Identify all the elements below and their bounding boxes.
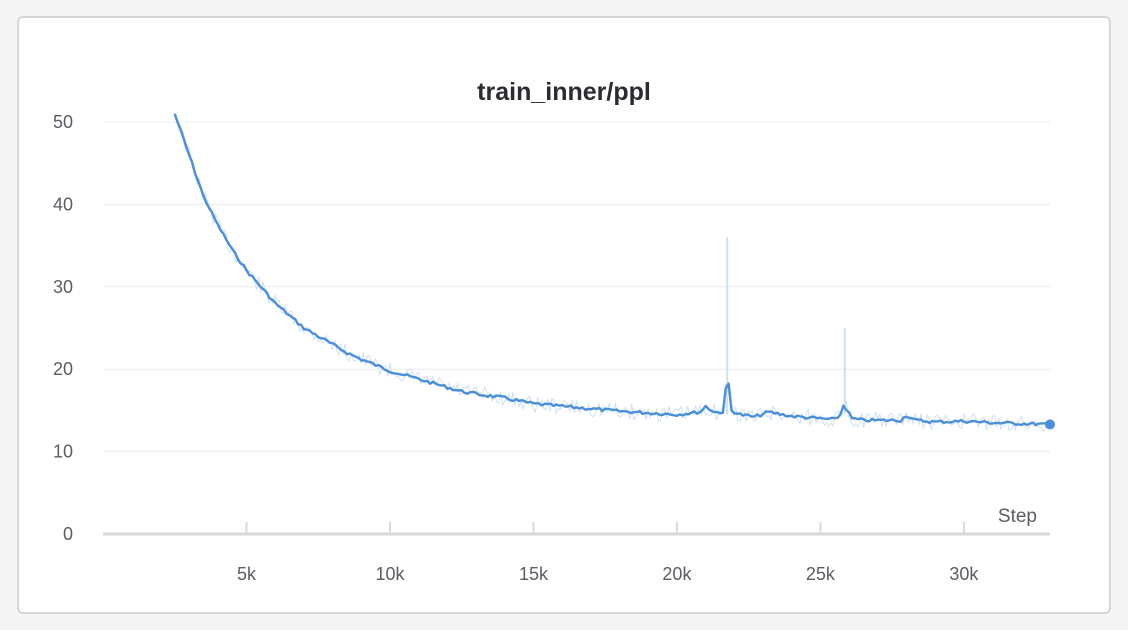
x-tick-label: 15k — [519, 564, 549, 584]
raw-spikes — [726, 237, 846, 415]
y-tick-label: 10 — [53, 442, 73, 462]
x-axis-ticks: 5k 10k 15k 20k 25k 30k — [237, 522, 979, 584]
chart-panel — [17, 16, 1111, 614]
y-axis-ticks: 0 10 20 30 40 50 — [53, 112, 73, 544]
series-line — [173, 113, 1051, 427]
y-tick-label: 20 — [53, 359, 73, 379]
y-tick-label: 30 — [53, 277, 73, 297]
x-axis-label: Step — [998, 506, 1037, 527]
x-tick-label: 30k — [949, 564, 979, 584]
y-tick-label: 0 — [63, 524, 73, 544]
chart-title: train_inner/ppl — [477, 78, 651, 106]
x-tick-label: 5k — [237, 564, 257, 584]
x-tick-label: 10k — [375, 564, 405, 584]
raw-series-band — [174, 117, 1049, 433]
y-tick-label: 50 — [53, 112, 73, 132]
grid-lines — [103, 121, 1050, 536]
y-tick-label: 40 — [53, 194, 73, 214]
x-tick-label: 20k — [662, 564, 692, 584]
last-point-marker — [1045, 419, 1055, 430]
x-tick-label: 25k — [806, 564, 836, 584]
